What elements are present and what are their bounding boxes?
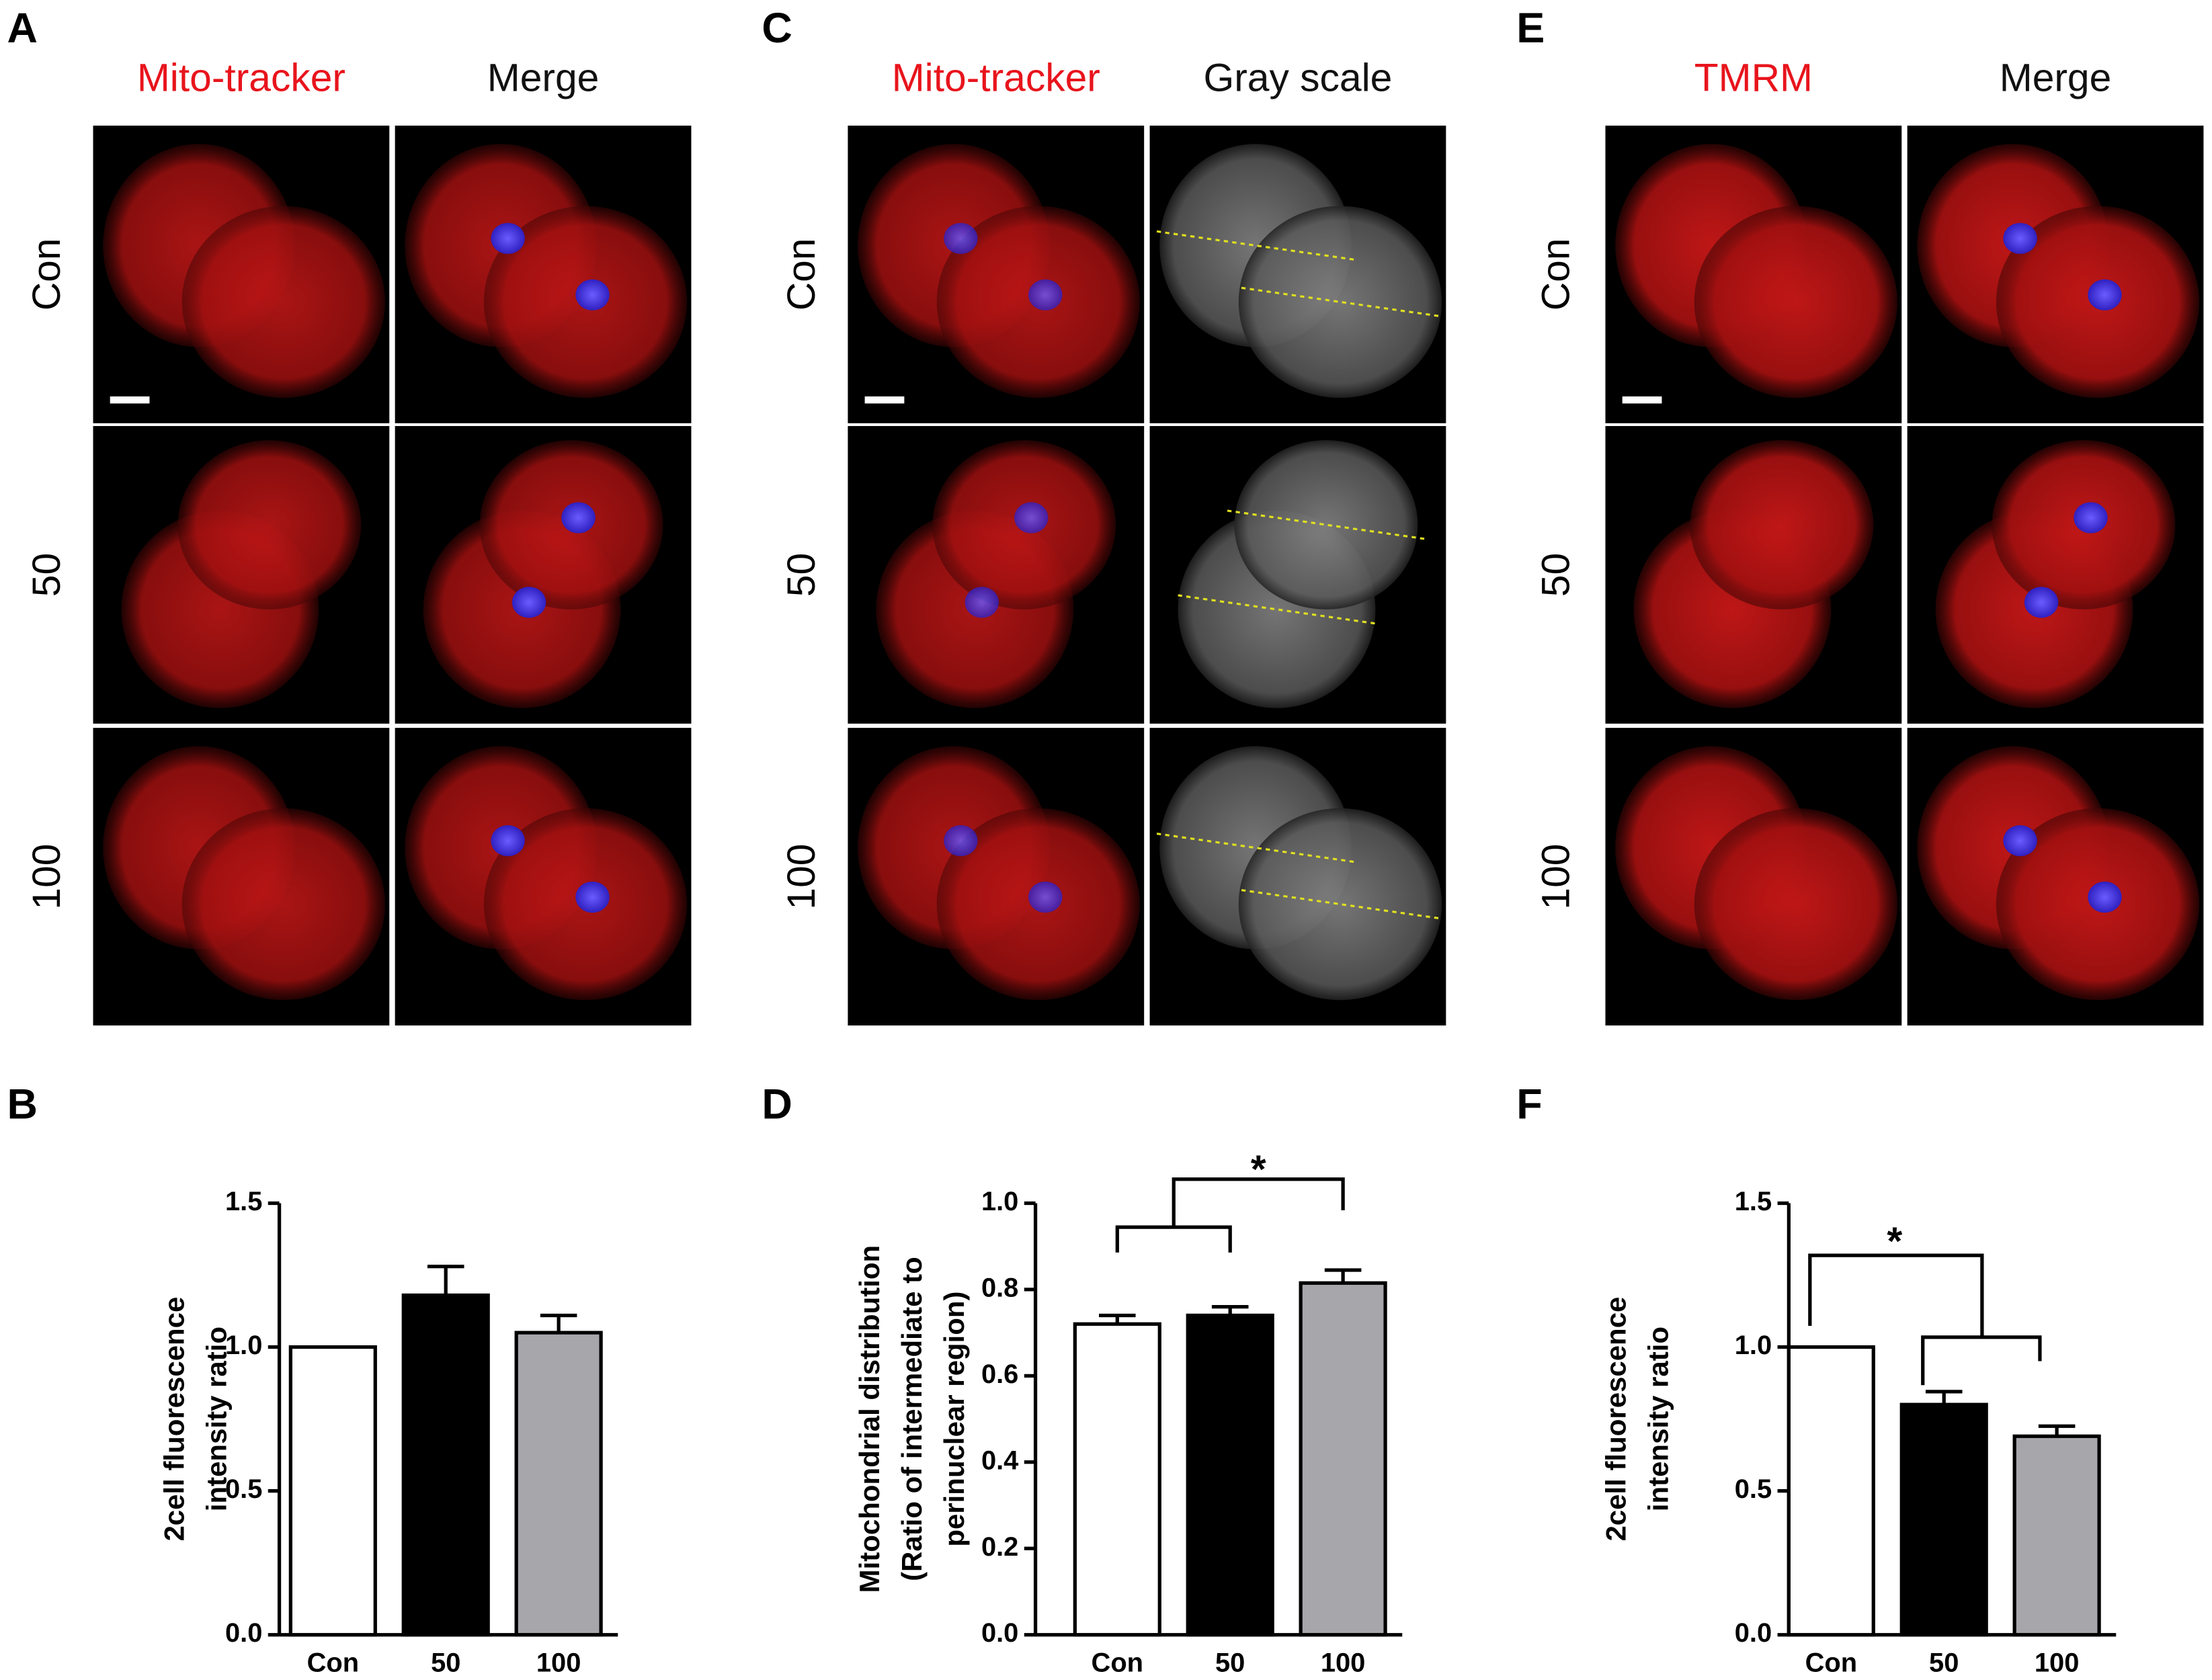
nucleus bbox=[944, 825, 978, 857]
significance-label: * bbox=[1887, 1220, 1902, 1263]
significance-label: * bbox=[1251, 1148, 1266, 1191]
y-axis-label: 2cell fluorescence bbox=[158, 1297, 190, 1542]
bar bbox=[1073, 1322, 1161, 1637]
bar bbox=[288, 1345, 377, 1637]
row-label: 50 bbox=[25, 553, 69, 597]
y-tick-label: 0.0 bbox=[225, 1618, 262, 1648]
panel-label: B bbox=[7, 1081, 37, 1128]
x-tick-label: 50 bbox=[1929, 1648, 1959, 1677]
nucleus bbox=[511, 587, 546, 618]
significance-bracket bbox=[1808, 1253, 1984, 1337]
bar bbox=[1787, 1345, 1875, 1637]
y-axis-label: Mitochondrial distribution bbox=[854, 1245, 885, 1593]
nucleus bbox=[965, 587, 999, 618]
y-tick-label: 0.4 bbox=[981, 1445, 1018, 1475]
y-tick-label: 0.5 bbox=[225, 1474, 262, 1504]
scale-bar bbox=[864, 396, 905, 404]
x-tick-label: 50 bbox=[431, 1648, 460, 1677]
row-label: 50 bbox=[780, 553, 823, 597]
nucleus bbox=[1014, 502, 1049, 534]
column-header: Merge bbox=[487, 56, 600, 99]
y-axis-label: perinuclear region) bbox=[938, 1292, 970, 1547]
y-tick-label: 0.0 bbox=[1735, 1618, 1772, 1648]
row-label: 50 bbox=[1534, 553, 1578, 597]
nucleus bbox=[944, 222, 978, 254]
y-tick-label: 1.5 bbox=[225, 1187, 262, 1216]
cell bbox=[1694, 808, 1897, 1001]
cell bbox=[1238, 808, 1442, 1001]
panel-label: A bbox=[7, 5, 37, 52]
panel-label: E bbox=[1516, 5, 1545, 52]
nucleus bbox=[2074, 502, 2108, 534]
column-header: Mito-tracker bbox=[892, 56, 1100, 99]
row-label: 100 bbox=[1534, 844, 1578, 910]
x-tick-label: Con bbox=[307, 1648, 359, 1677]
y-tick-label: 0.5 bbox=[1735, 1474, 1772, 1504]
cell bbox=[181, 206, 385, 398]
y-axis-label: intensity ratio bbox=[1642, 1327, 1674, 1511]
column-header: Mito-tracker bbox=[137, 56, 345, 99]
x-tick-label: Con bbox=[1092, 1648, 1143, 1677]
nucleus bbox=[2003, 825, 2037, 857]
bar bbox=[1899, 1402, 1988, 1637]
row-label: Con bbox=[1534, 238, 1578, 310]
row-label: Con bbox=[780, 238, 823, 310]
x-tick-label: 100 bbox=[536, 1648, 581, 1677]
row-label: 100 bbox=[25, 844, 69, 910]
bar bbox=[1299, 1281, 1387, 1637]
y-tick-label: 1.5 bbox=[1735, 1187, 1772, 1216]
nucleus bbox=[2088, 279, 2122, 310]
nucleus bbox=[2003, 222, 2037, 254]
x-tick-label: Con bbox=[1805, 1648, 1857, 1677]
cell bbox=[181, 808, 385, 1001]
column-header: Merge bbox=[2000, 56, 2112, 99]
y-tick-label: 1.0 bbox=[225, 1331, 262, 1360]
y-axis-label: 2cell fluorescence bbox=[1600, 1297, 1631, 1542]
bar bbox=[2012, 1434, 2101, 1637]
nucleus bbox=[575, 279, 610, 310]
cell bbox=[177, 439, 362, 610]
nucleus bbox=[2024, 587, 2059, 618]
nucleus bbox=[1028, 881, 1063, 913]
cell bbox=[1694, 206, 1897, 398]
bar bbox=[1186, 1313, 1274, 1637]
y-tick-label: 1.0 bbox=[981, 1187, 1018, 1216]
y-tick-label: 0.2 bbox=[981, 1532, 1018, 1562]
cell bbox=[1234, 439, 1418, 610]
panel-label: D bbox=[762, 1081, 792, 1128]
significance-bracket bbox=[1172, 1177, 1345, 1228]
y-axis-label: (Ratio of intermediate to bbox=[896, 1257, 928, 1581]
y-axis-label: intensity ratio bbox=[200, 1327, 232, 1511]
nucleus bbox=[575, 881, 610, 913]
nucleus bbox=[561, 502, 596, 534]
significance-bracket bbox=[1115, 1225, 1232, 1253]
bar bbox=[401, 1293, 490, 1637]
bar bbox=[514, 1331, 603, 1637]
row-label: 100 bbox=[780, 844, 823, 910]
significance-bracket bbox=[1921, 1335, 2042, 1386]
y-tick-label: 0.0 bbox=[981, 1618, 1018, 1648]
x-tick-label: 100 bbox=[2035, 1648, 2080, 1677]
column-header: Gray scale bbox=[1204, 56, 1393, 99]
cell bbox=[1238, 206, 1442, 398]
panel-label: F bbox=[1516, 1081, 1542, 1128]
panel-label: C bbox=[762, 5, 792, 52]
scale-bar bbox=[1622, 396, 1662, 404]
nucleus bbox=[491, 222, 525, 254]
y-tick-label: 1.0 bbox=[1735, 1331, 1772, 1360]
row-label: Con bbox=[25, 238, 69, 310]
nucleus bbox=[1028, 279, 1063, 310]
y-tick-label: 0.8 bbox=[981, 1273, 1018, 1302]
y-tick-label: 0.6 bbox=[981, 1359, 1018, 1389]
column-header: TMRM bbox=[1694, 56, 1813, 99]
x-tick-label: 100 bbox=[1321, 1648, 1366, 1677]
scale-bar bbox=[110, 396, 150, 404]
cell bbox=[1690, 439, 1874, 610]
nucleus bbox=[2088, 881, 2122, 913]
nucleus bbox=[491, 825, 525, 857]
x-tick-label: 50 bbox=[1215, 1648, 1245, 1677]
